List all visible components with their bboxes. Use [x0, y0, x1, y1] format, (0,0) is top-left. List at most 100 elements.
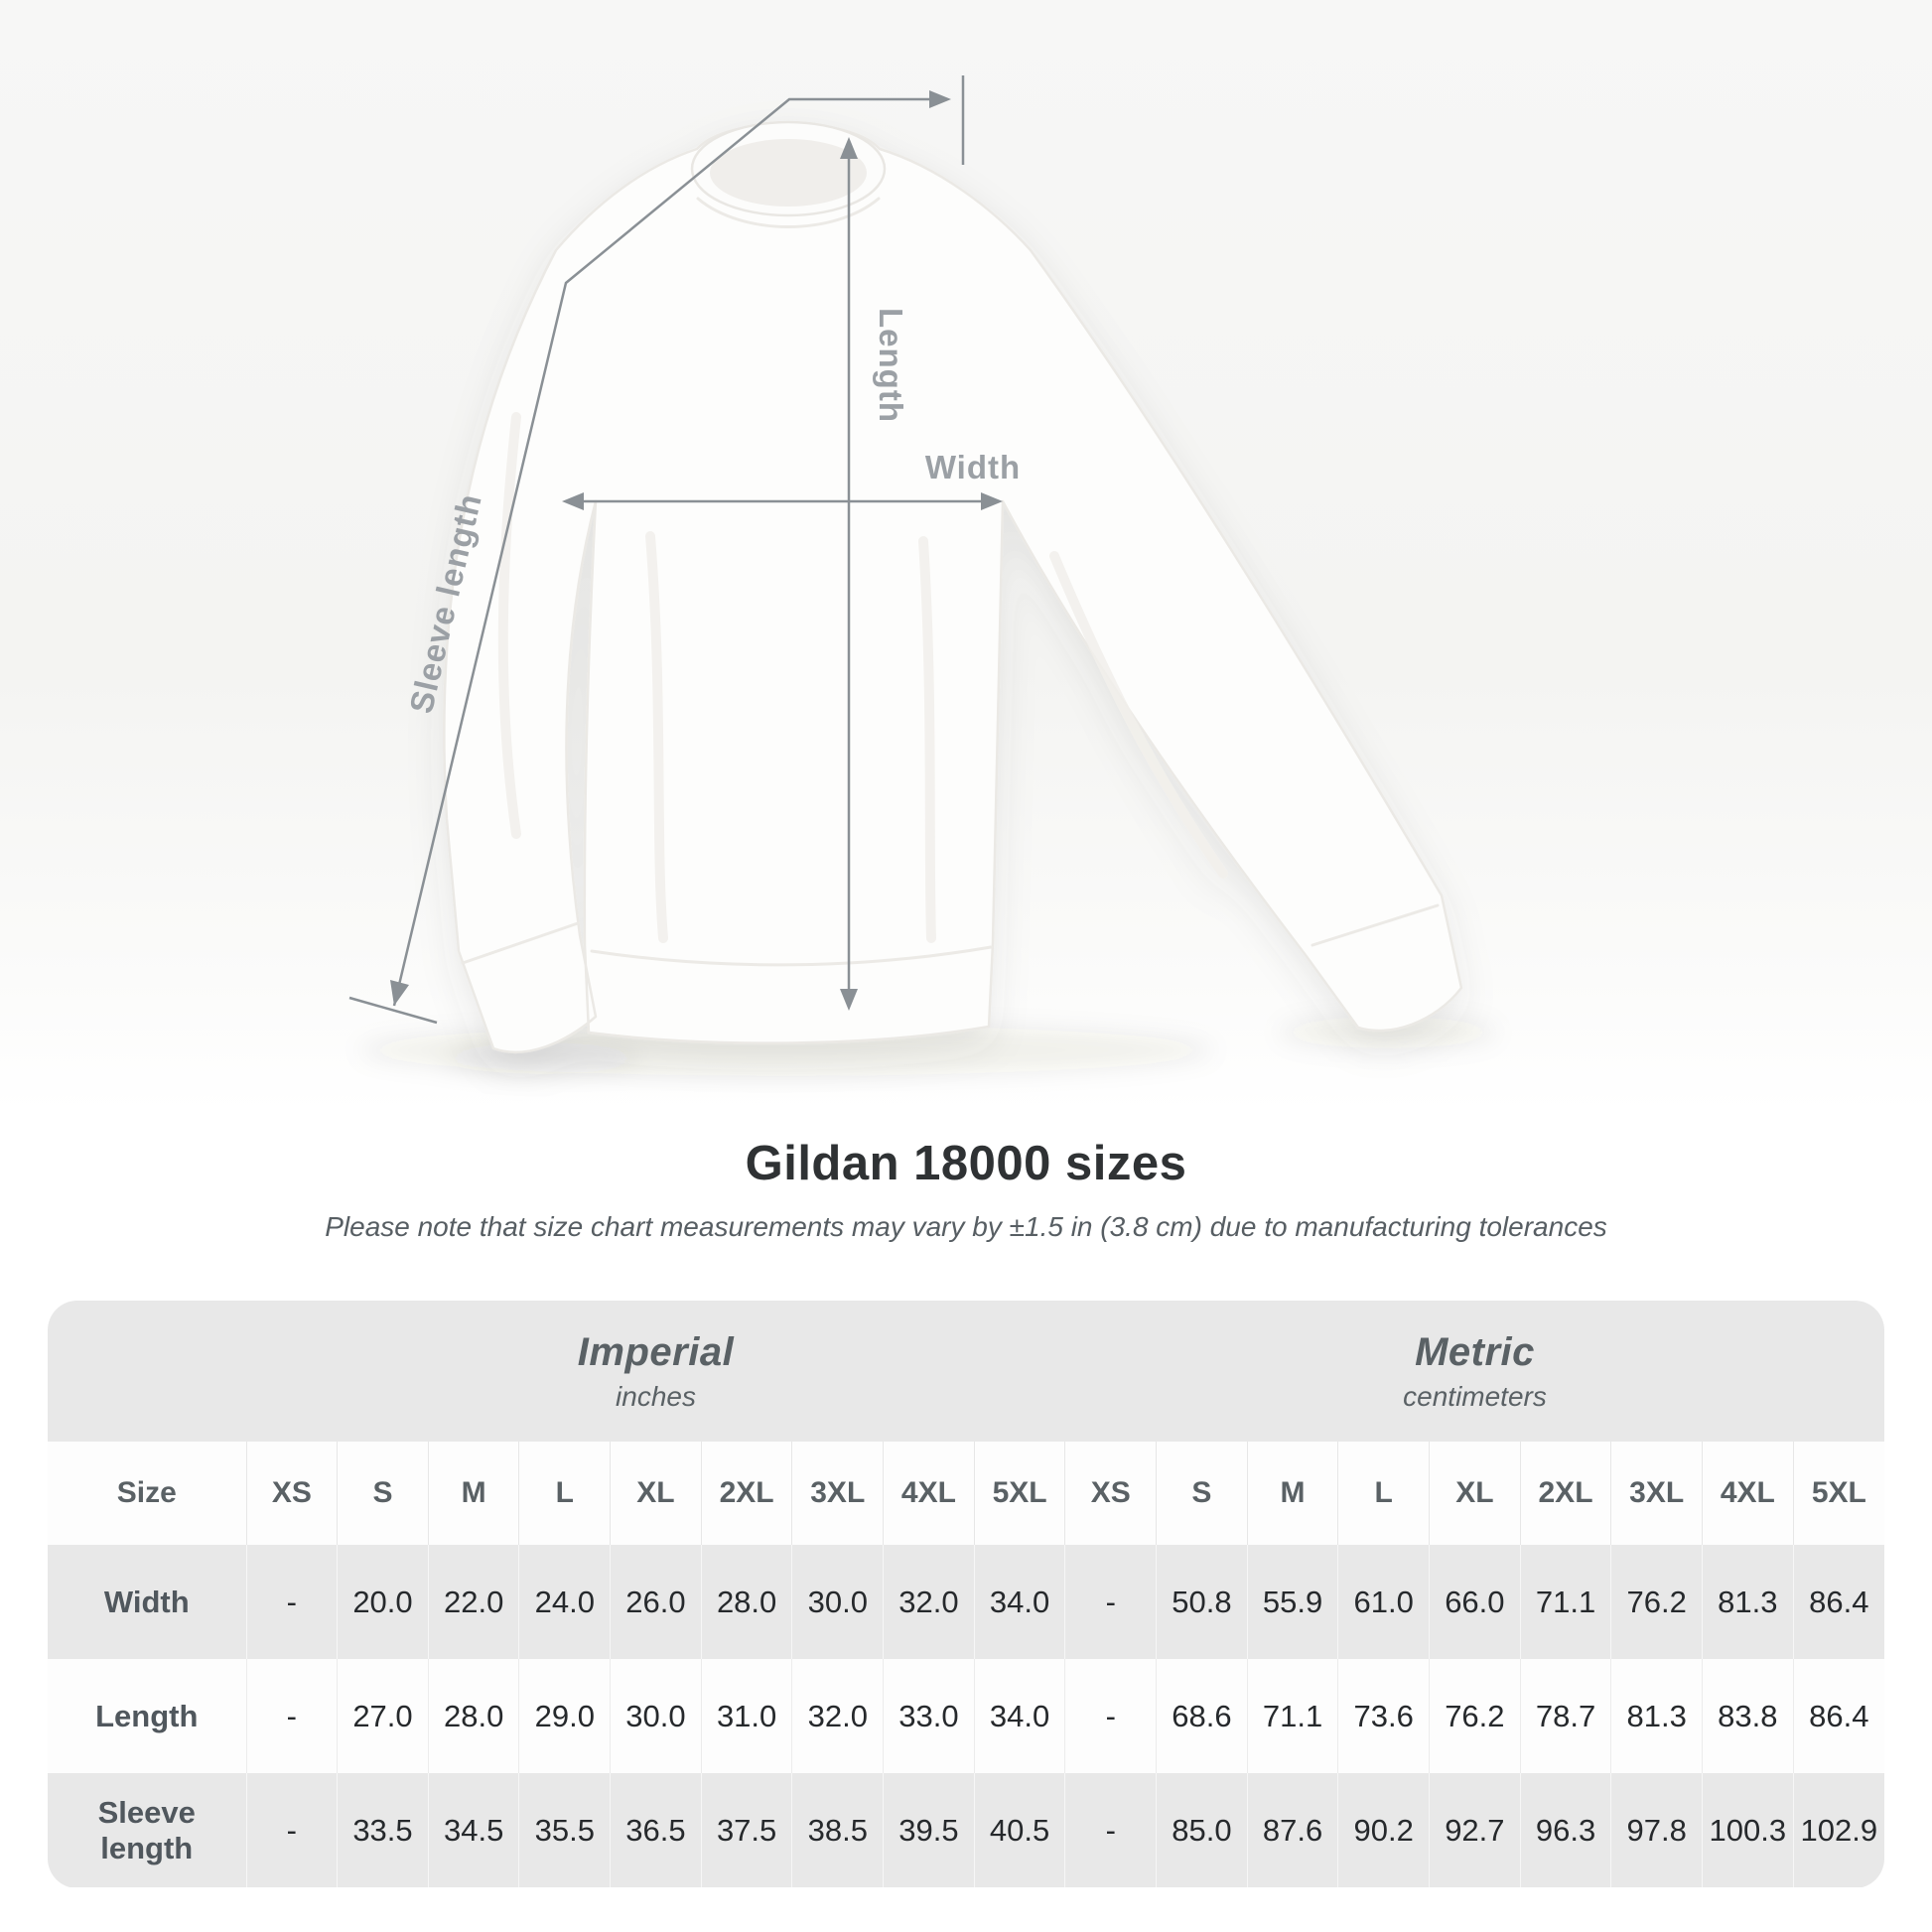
size-value-cell: 85.0 — [1156, 1773, 1248, 1887]
size-col-header: 2XL — [1520, 1442, 1612, 1545]
size-col-header: M — [428, 1442, 520, 1545]
size-value-cell: 32.0 — [791, 1659, 885, 1773]
length-label: Length — [873, 308, 909, 423]
size-value-cell: 76.2 — [1610, 1545, 1703, 1659]
size-col-header: 4XL — [1702, 1442, 1794, 1545]
size-value-cell: 36.5 — [610, 1773, 702, 1887]
size-value-cell: - — [246, 1545, 339, 1659]
imperial-group-header: Imperial inches — [246, 1301, 1065, 1442]
size-col-header: XS — [246, 1442, 339, 1545]
size-value-cell: 71.1 — [1247, 1659, 1339, 1773]
row-label: Width — [48, 1545, 247, 1659]
size-value-cell: 100.3 — [1702, 1773, 1794, 1887]
size-col-header: L — [518, 1442, 612, 1545]
size-value-cell: 68.6 — [1156, 1659, 1248, 1773]
size-value-cell: 76.2 — [1429, 1659, 1521, 1773]
size-value-cell: - — [1064, 1545, 1158, 1659]
size-col-header: XL — [610, 1442, 702, 1545]
size-header-row: Size XS S M L XL 2XL 3XL 4XL 5XL XS S M … — [48, 1442, 1884, 1545]
measurement-lines — [348, 75, 993, 1025]
garment-shadow — [359, 1017, 1497, 1076]
size-col-header: 5XL — [974, 1442, 1066, 1545]
garment-seams — [461, 197, 1440, 967]
size-value-cell: 102.9 — [1793, 1773, 1884, 1887]
size-table-container: Imperial inches Metric centimeters Size … — [48, 1301, 1884, 1888]
size-col-header: 3XL — [791, 1442, 885, 1545]
size-value-cell: 32.0 — [883, 1545, 975, 1659]
imperial-sublabel: inches — [616, 1380, 696, 1412]
collar-opening — [710, 139, 867, 207]
size-value-cell: - — [246, 1659, 339, 1773]
size-value-cell: 66.0 — [1429, 1545, 1521, 1659]
size-value-cell: 96.3 — [1520, 1773, 1612, 1887]
size-value-cell: 30.0 — [791, 1545, 885, 1659]
size-value-cell: 50.8 — [1156, 1545, 1248, 1659]
size-value-cell: 28.0 — [428, 1659, 520, 1773]
metric-group-header: Metric centimeters — [1065, 1301, 1884, 1442]
size-value-cell: 34.5 — [428, 1773, 520, 1887]
size-value-cell: 55.9 — [1247, 1545, 1339, 1659]
page-title: Gildan 18000 sizes — [745, 1137, 1187, 1190]
size-value-cell: 28.0 — [701, 1545, 793, 1659]
size-value-cell: 90.2 — [1337, 1773, 1431, 1887]
size-value-cell: 78.7 — [1520, 1659, 1612, 1773]
size-value-cell: 30.0 — [610, 1659, 702, 1773]
size-value-cell: 81.3 — [1610, 1659, 1703, 1773]
size-value-cell: 31.0 — [701, 1659, 793, 1773]
size-value-cell: 22.0 — [428, 1545, 520, 1659]
size-value-cell: 37.5 — [701, 1773, 793, 1887]
sleeve-measure-end-tick — [348, 996, 438, 1025]
size-value-cell: 71.1 — [1520, 1545, 1612, 1659]
tolerance-note: Please note that size chart measurements… — [325, 1211, 1607, 1242]
size-col-header: S — [1156, 1442, 1248, 1545]
size-value-cell: 34.0 — [974, 1659, 1066, 1773]
table-row-sleeve-length: Sleeve length - 33.5 34.5 35.5 36.5 37.5… — [48, 1773, 1884, 1887]
size-col-header: S — [337, 1442, 429, 1545]
size-value-cell: 86.4 — [1793, 1659, 1884, 1773]
size-value-cell: 97.8 — [1610, 1773, 1703, 1887]
size-value-cell: 73.6 — [1337, 1659, 1431, 1773]
size-value-cell: - — [246, 1773, 339, 1887]
product-photo: Length Width Sleeve length — [0, 0, 1932, 1112]
row-label: Length — [48, 1659, 247, 1773]
size-col-header: XL — [1429, 1442, 1521, 1545]
sleeve-measure-line — [392, 97, 943, 1007]
sweatshirt-illustration — [443, 120, 1463, 1053]
size-col-header: L — [1337, 1442, 1431, 1545]
size-value-cell: - — [1064, 1659, 1158, 1773]
sweatshirt-diagram: Length Width Sleeve length — [0, 0, 1932, 1112]
size-value-cell: 33.5 — [337, 1773, 429, 1887]
table-row-length: Length - 27.0 28.0 29.0 30.0 31.0 32.0 3… — [48, 1659, 1884, 1773]
size-value-cell: 86.4 — [1793, 1545, 1884, 1659]
size-value-cell: 83.8 — [1702, 1659, 1794, 1773]
size-value-cell: 38.5 — [791, 1773, 885, 1887]
size-value-cell: 92.7 — [1429, 1773, 1521, 1887]
measurement-arrowheads — [390, 90, 1003, 1011]
size-value-cell: 27.0 — [337, 1659, 429, 1773]
garment-creases — [497, 412, 1228, 943]
size-value-cell: - — [1064, 1773, 1158, 1887]
size-value-cell: 26.0 — [610, 1545, 702, 1659]
size-col-header: 4XL — [883, 1442, 975, 1545]
size-value-cell: 34.0 — [974, 1545, 1066, 1659]
size-col-header: XS — [1064, 1442, 1158, 1545]
size-value-cell: 20.0 — [337, 1545, 429, 1659]
size-value-cell: 81.3 — [1702, 1545, 1794, 1659]
unit-band-spacer — [48, 1301, 246, 1442]
corner-header: Size — [48, 1442, 247, 1545]
imperial-label: Imperial — [577, 1329, 735, 1374]
width-label: Width — [925, 449, 1021, 485]
table-row-width: Width - 20.0 22.0 24.0 26.0 28.0 30.0 32… — [48, 1545, 1884, 1659]
size-value-cell: 61.0 — [1337, 1545, 1431, 1659]
size-value-cell: 87.6 — [1247, 1773, 1339, 1887]
size-col-header: M — [1247, 1442, 1339, 1545]
size-col-header: 2XL — [701, 1442, 793, 1545]
size-value-cell: 24.0 — [518, 1545, 612, 1659]
metric-label: Metric — [1415, 1329, 1535, 1374]
size-value-cell: 40.5 — [974, 1773, 1066, 1887]
size-value-cell: 33.0 — [883, 1659, 975, 1773]
metric-sublabel: centimeters — [1403, 1380, 1547, 1412]
size-value-cell: 39.5 — [883, 1773, 975, 1887]
size-col-header: 5XL — [1793, 1442, 1884, 1545]
